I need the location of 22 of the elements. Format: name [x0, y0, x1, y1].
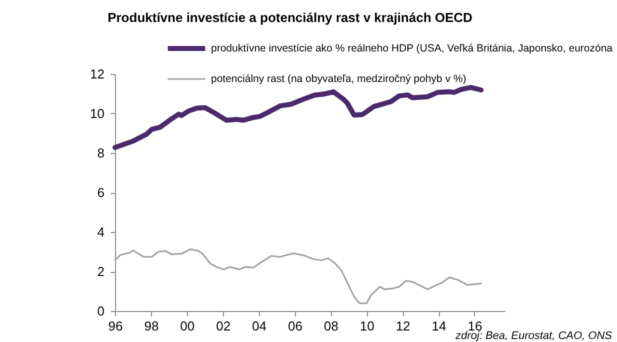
text: zdroj: Bea, Eurostat, CAO, ONS [454, 330, 613, 342]
x-tick-label: 02 [216, 318, 231, 334]
y-tick-label: 8 [97, 146, 104, 160]
y-tick-label: 2 [97, 264, 104, 279]
chart-title: Produktívne investície a potenciálny rast v krajinách OECD [108, 10, 472, 25]
y-tick-label: 4 [97, 224, 104, 240]
y-tick-label: 12 [90, 66, 104, 82]
x-tick-label: 14 [432, 318, 446, 334]
y-tick-label: 6 [97, 185, 104, 200]
x-tick-label: 12 [396, 318, 410, 334]
line-series [114, 248, 482, 304]
x-tick-label: 00 [180, 318, 195, 334]
x-tick-label: 04 [252, 318, 267, 334]
y-tick-label: 10 [90, 106, 104, 121]
x-tick-label: 06 [288, 318, 302, 334]
x-tick-label: 98 [144, 318, 159, 334]
x-tick-label: 10 [360, 318, 374, 334]
x-tick-label: 08 [324, 318, 338, 334]
x-tick-label: 96 [108, 318, 123, 334]
y-tick-label: 0 [97, 304, 104, 318]
legend-label: potenciálny rast (na obyvateľa, medziročný pohyb v %) [211, 73, 466, 85]
legend-label: produktívne investície ako % reálneho HDP (USA, Veľká Británia, Japonsko, eurozóna [211, 42, 613, 54]
